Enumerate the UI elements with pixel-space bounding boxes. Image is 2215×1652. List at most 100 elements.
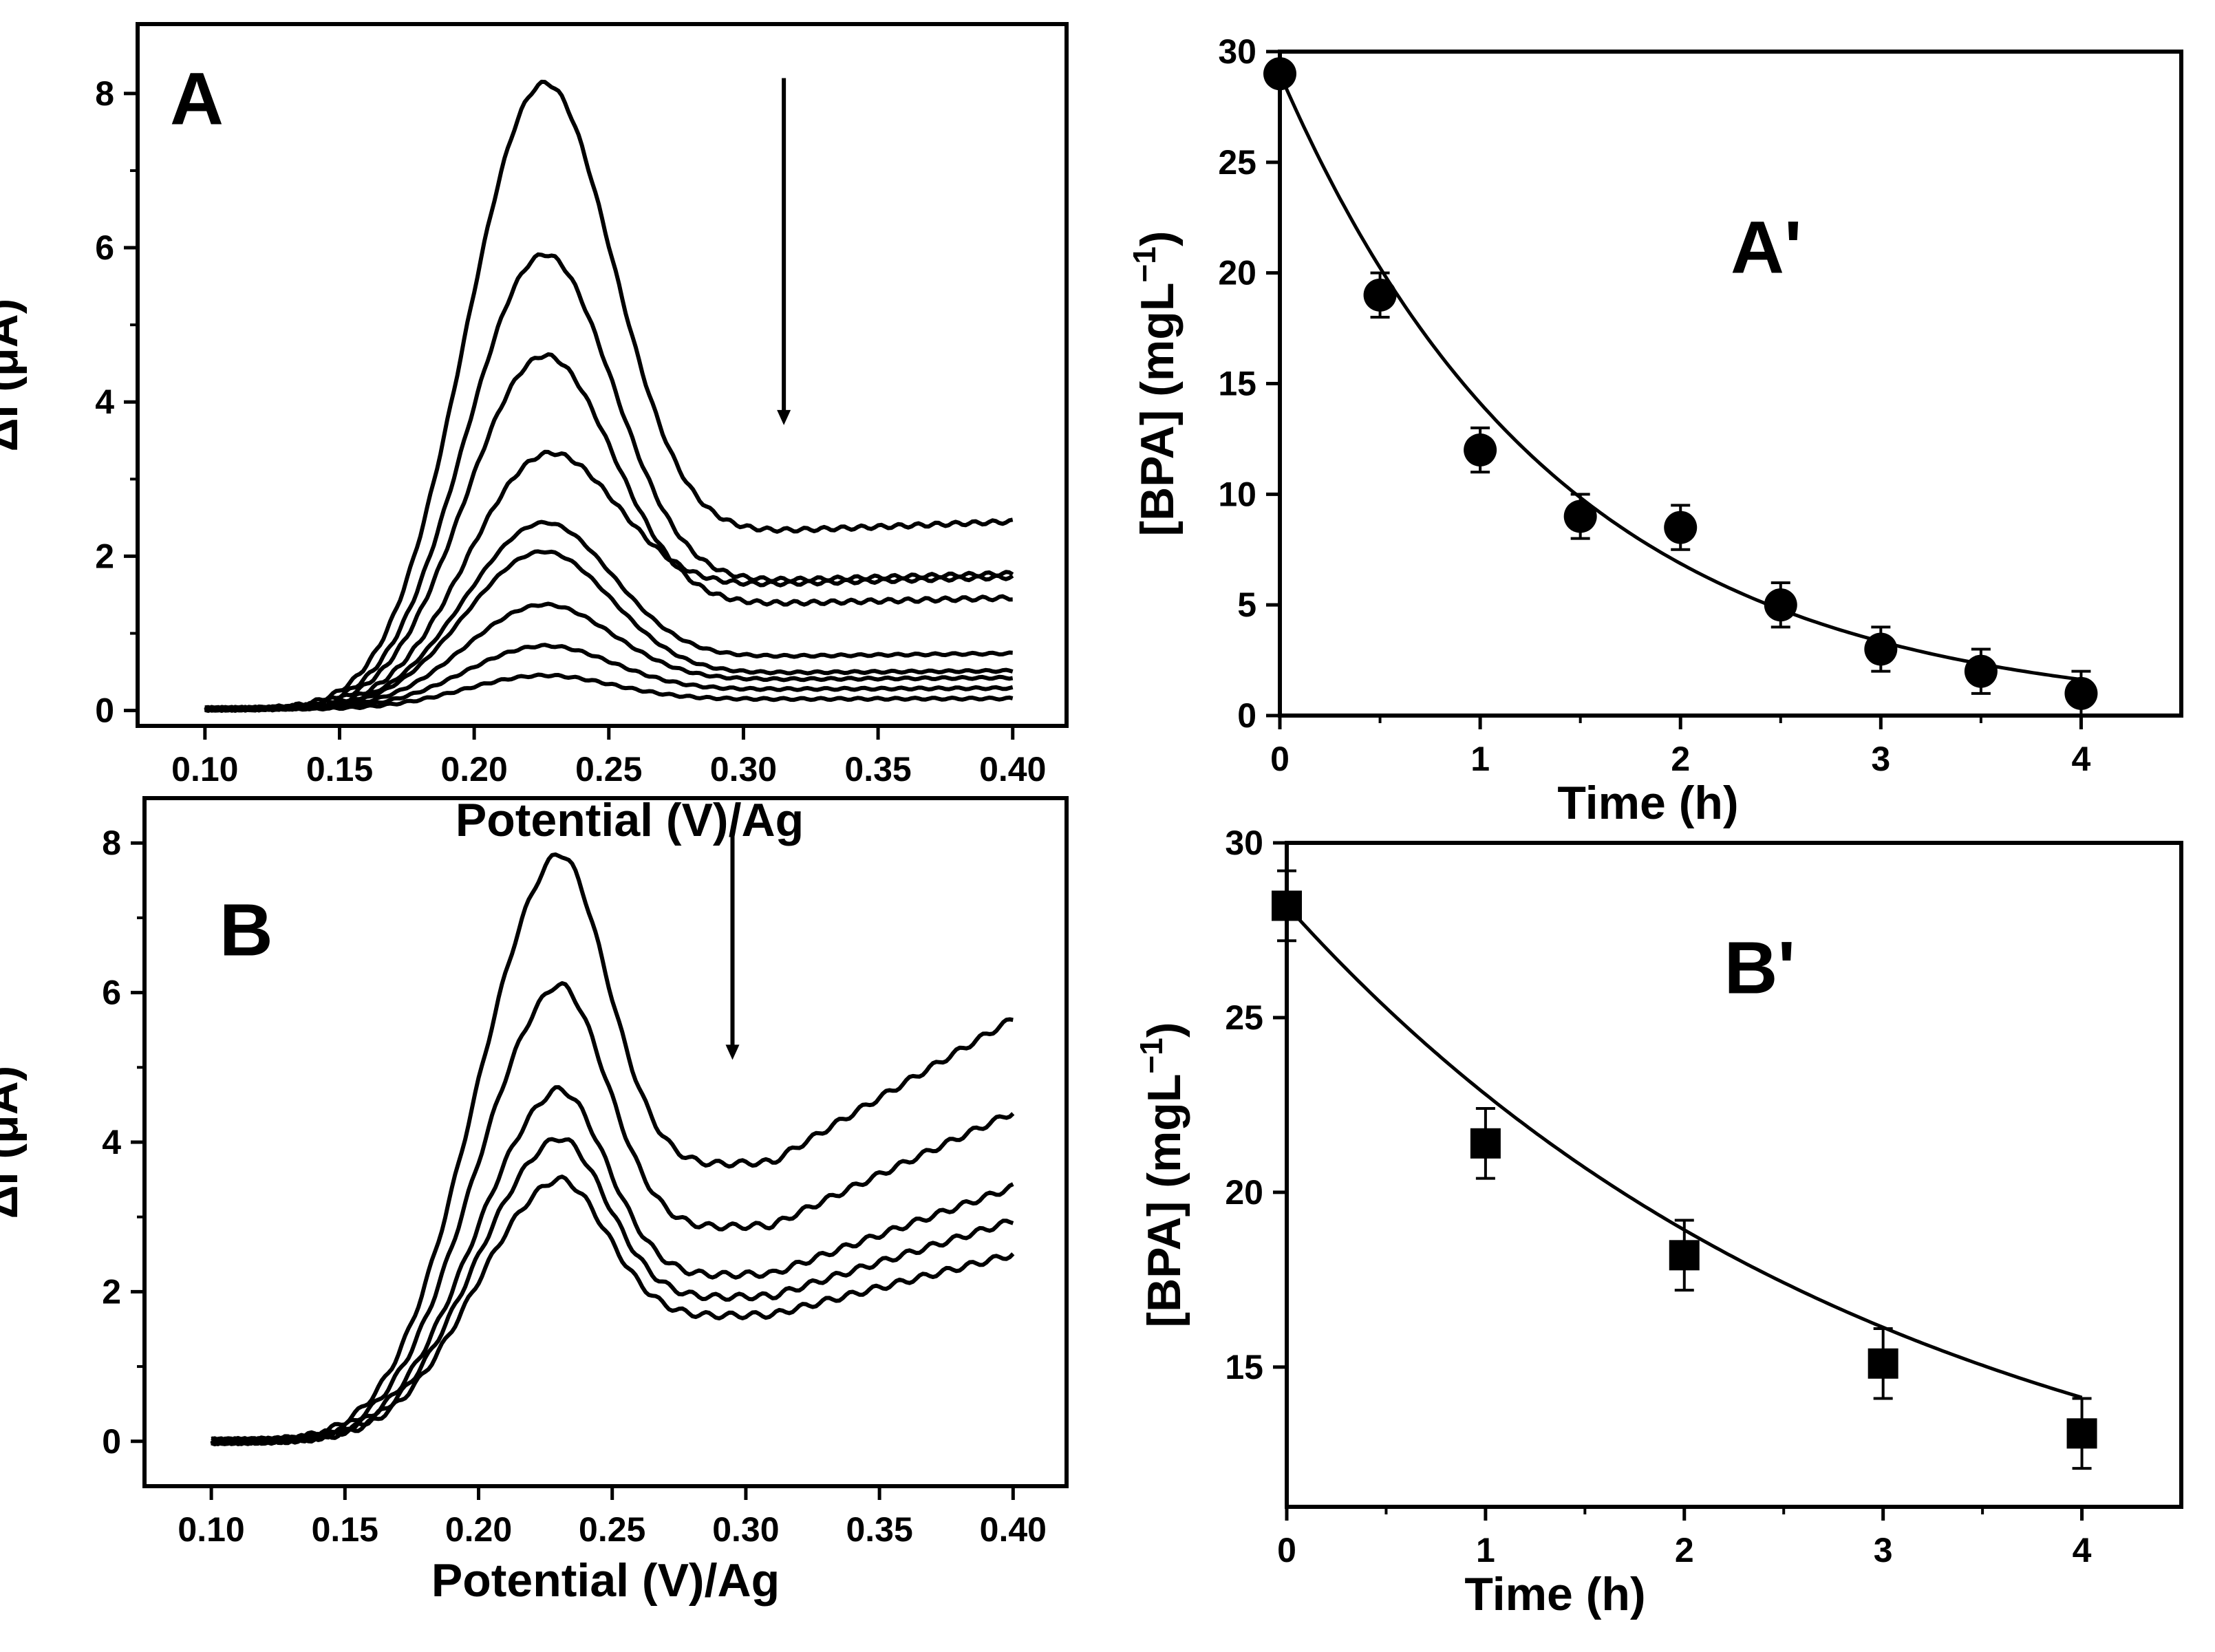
data-point-circle: [1263, 57, 1296, 91]
x-tick-label: 0.15: [306, 750, 373, 789]
x-tick-label: 0.20: [445, 1510, 512, 1549]
y-tick-label: 25: [1218, 143, 1256, 182]
x-axis-label: Potential (V)/Ag: [456, 794, 804, 846]
y-tick-label: 15: [1218, 365, 1256, 403]
x-axis-label: Time (h): [1557, 777, 1738, 829]
x-tick-label: 2: [1671, 740, 1690, 778]
y-tick-label: 20: [1218, 254, 1256, 292]
data-point-square: [1470, 1128, 1501, 1159]
y-axis-label-close: ): [1131, 231, 1184, 247]
series-line-a-1: [204, 79, 1014, 713]
data-point-circle: [2064, 676, 2098, 710]
panel-label-a-prime: A': [1731, 206, 1802, 289]
panel-a-prime: 0 1 2 3 4 0 5 10 15 20 25 30 Time (h) [BPA] (mgL−1) A': [1126, 32, 2183, 829]
x-tick-label: 0.25: [579, 1510, 645, 1549]
x-tick-label: 0.40: [980, 1510, 1047, 1549]
y-tick-label: 6: [102, 974, 121, 1012]
x-tick-label: 0: [1270, 740, 1290, 778]
x-tick-label: 0.20: [440, 750, 507, 789]
x-tick-label: 3: [1874, 1531, 1893, 1569]
x-tick-label: 0.15: [312, 1510, 378, 1549]
fit-curve: [1285, 904, 2083, 1399]
y-axis-label: [BPA] (mgL−1): [1133, 1022, 1190, 1328]
x-tick-label: 0.35: [846, 1510, 912, 1549]
y-tick-label: 8: [102, 824, 121, 862]
x-tick-label: 4: [2073, 1531, 2092, 1569]
y-axis-label: [BPA] (mgL−1): [1126, 231, 1184, 537]
series-line-a-2: [204, 252, 1014, 714]
y-tick-label: 25: [1225, 998, 1263, 1037]
trend-arrow-head: [725, 1044, 740, 1060]
trend-arrow-head: [777, 409, 791, 425]
x-tick-label: 4: [2072, 740, 2091, 778]
x-tick-label: 0.30: [712, 1510, 779, 1549]
y-tick-label: 0: [95, 691, 114, 730]
x-tick-label: 1: [1470, 740, 1490, 778]
y-tick-label: 15: [1225, 1348, 1263, 1386]
series-line-a-8: [204, 643, 1014, 712]
x-tick-label: 0.40: [979, 750, 1046, 789]
x-axis-label: Potential (V)/Ag: [431, 1554, 780, 1607]
x-axis-label: Time (h): [1464, 1568, 1645, 1620]
y-tick-label: 2: [95, 537, 114, 575]
y-axis-label: ΔI (μA): [0, 299, 28, 452]
data-point-circle: [1363, 278, 1397, 312]
x-tick-label: 2: [1675, 1531, 1694, 1569]
data-point-square: [2066, 1418, 2097, 1449]
y-tick-label: 2: [102, 1272, 121, 1311]
x-tick-label: 1: [1476, 1531, 1495, 1569]
y-tick-label: 8: [95, 74, 114, 113]
series-line-a-4: [204, 449, 1014, 713]
panel-b-prime: 0 1 2 3 4 15 20 25 30 Time (h) [BPA] (mgL−1) B': [1133, 824, 2183, 1620]
y-tick-label: 10: [1218, 475, 1256, 513]
data-point-circle: [1764, 588, 1797, 622]
y-axis-label-sup: −1: [1126, 246, 1162, 282]
y-tick-label: 4: [102, 1123, 121, 1161]
series-line-a-9: [204, 672, 1014, 712]
data-point-circle: [1664, 511, 1698, 544]
y-tick-label: 0: [1237, 696, 1256, 735]
y-tick-label: 20: [1225, 1173, 1263, 1212]
data-point-square: [1669, 1240, 1700, 1271]
plot-frame: [142, 796, 1069, 1488]
x-tick-label: 0: [1277, 1531, 1296, 1569]
series-line-b-3: [210, 1085, 1014, 1446]
y-tick-label: 5: [1237, 586, 1256, 624]
y-tick-label: 0: [102, 1422, 121, 1461]
y-tick-label: 4: [95, 383, 114, 421]
fit-curve: [1278, 73, 2082, 682]
series-line-b-5: [211, 1174, 1015, 1447]
y-axis-label-text: [BPA] (mgL: [1131, 283, 1184, 537]
data-point-square: [1868, 1348, 1898, 1379]
y-tick-label: 30: [1225, 824, 1263, 862]
series-line-b-1: [211, 852, 1014, 1446]
x-tick-label: 0.35: [844, 750, 911, 789]
y-axis-label-close: ): [1138, 1022, 1190, 1038]
x-tick-label: 0.10: [178, 1510, 244, 1549]
y-axis-label: ΔI (μA): [0, 1066, 28, 1219]
x-tick-label: 0.30: [710, 750, 777, 789]
x-tick-label: 0.25: [575, 750, 642, 789]
series-line-b-4: [211, 1137, 1014, 1446]
data-point-circle: [1964, 654, 1998, 688]
panel-label-b: B: [220, 888, 273, 971]
panel-b: 0.10 0.15 0.20 0.25 0.30 0.35 0.40 0 2 4 6 8 Potenti…: [0, 796, 1069, 1607]
data-point-circle: [1563, 500, 1597, 533]
y-axis-label-text: [BPA] (mgL: [1138, 1074, 1190, 1328]
plot-frame: [136, 22, 1069, 728]
panel-a: 0.10 0.15 0.20 0.25 0.30 0.35 0.40 0 2 4 6 8 Potenti…: [0, 22, 1069, 846]
panel-label-a: A: [170, 57, 224, 140]
data-point-circle: [1864, 632, 1898, 666]
x-tick-label: 3: [1871, 740, 1890, 778]
data-point-circle: [1464, 433, 1497, 466]
panel-label-b-prime: B': [1724, 925, 1796, 1009]
plot-frame: [1278, 50, 2183, 718]
series-line-a-3: [204, 352, 1013, 714]
data-point-square: [1272, 890, 1302, 921]
series-line-a-5: [204, 519, 1013, 712]
plot-frame: [1285, 841, 2183, 1509]
y-tick-label: 30: [1218, 32, 1256, 71]
x-tick-label: 0.10: [171, 750, 238, 789]
y-axis-label-sup: −1: [1133, 1038, 1169, 1073]
